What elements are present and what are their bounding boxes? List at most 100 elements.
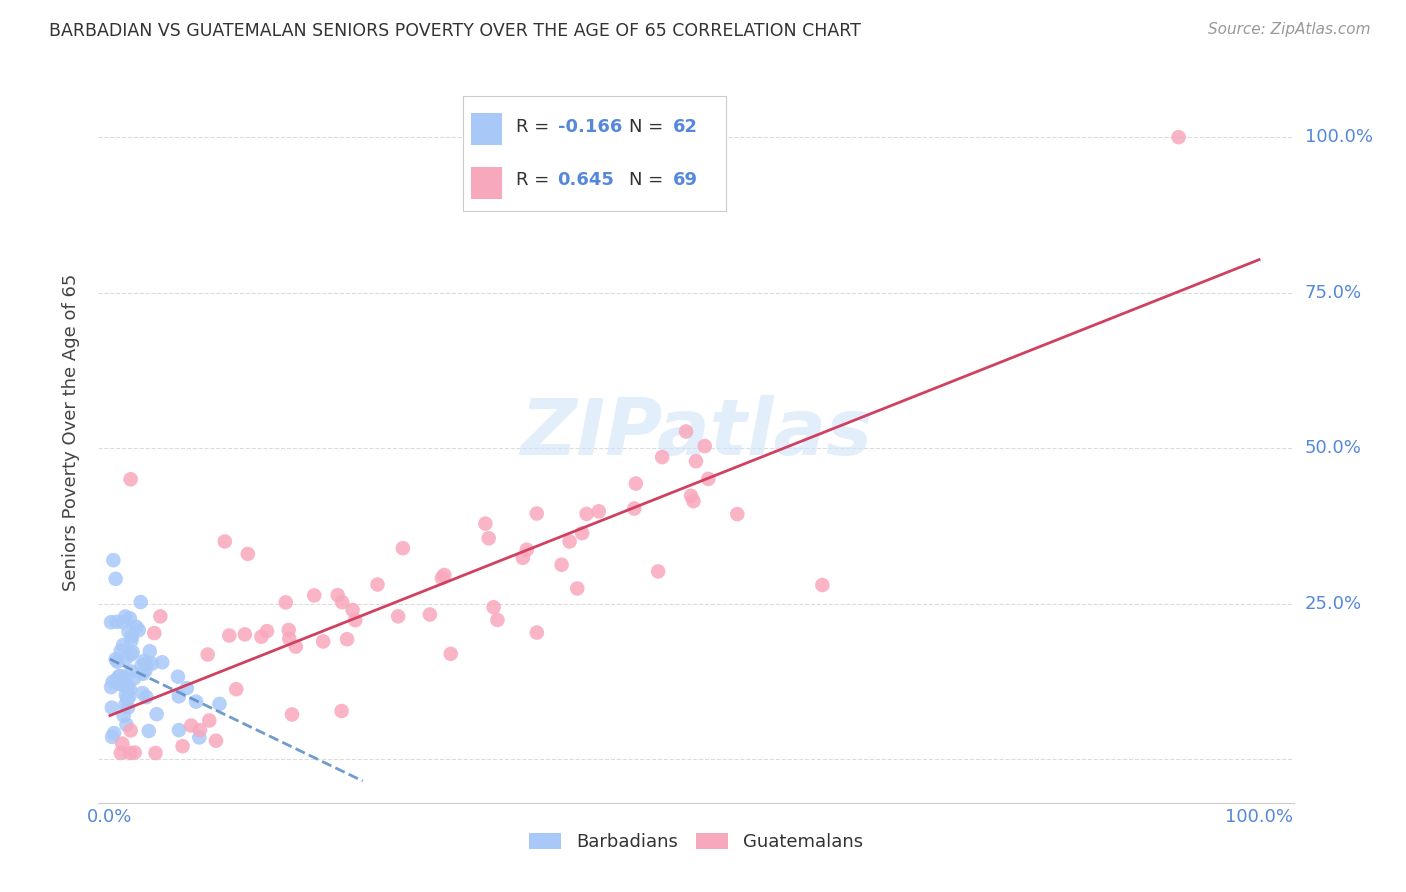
Point xyxy=(111,615,134,630)
Point xyxy=(128,623,150,637)
Point xyxy=(277,623,299,637)
Point xyxy=(278,632,301,646)
Point xyxy=(167,690,190,704)
Point xyxy=(110,746,132,760)
Point xyxy=(281,707,304,722)
Point xyxy=(197,648,219,662)
Point xyxy=(512,550,534,565)
Point xyxy=(103,726,125,740)
Point xyxy=(675,425,697,439)
Point xyxy=(120,633,142,648)
Point xyxy=(624,476,647,491)
Point xyxy=(117,700,139,714)
Point xyxy=(108,670,131,684)
Text: 25.0%: 25.0% xyxy=(1305,595,1362,613)
Point xyxy=(482,600,505,615)
Text: Source: ZipAtlas.com: Source: ZipAtlas.com xyxy=(1208,22,1371,37)
Point xyxy=(526,507,548,521)
Point xyxy=(115,717,138,731)
Point xyxy=(118,611,141,625)
Point xyxy=(184,695,207,709)
Point xyxy=(145,707,167,722)
Point xyxy=(208,697,231,711)
Point xyxy=(486,613,509,627)
Legend: Barbadians, Guatemalans: Barbadians, Guatemalans xyxy=(520,824,872,861)
Point xyxy=(100,615,122,630)
Point xyxy=(105,673,128,687)
Point xyxy=(651,450,673,464)
Point xyxy=(141,657,163,671)
Text: ZIPatlas: ZIPatlas xyxy=(520,394,872,471)
Point xyxy=(110,644,132,658)
Point xyxy=(112,638,135,652)
Point xyxy=(312,634,335,648)
Point xyxy=(433,568,456,582)
Point xyxy=(118,682,141,697)
Point xyxy=(125,620,148,634)
Point xyxy=(135,657,157,671)
Point xyxy=(131,658,153,673)
Point xyxy=(145,746,167,760)
Point xyxy=(124,671,146,685)
Point xyxy=(344,613,367,627)
Point xyxy=(120,648,142,662)
Point xyxy=(135,690,157,705)
Point xyxy=(120,746,142,760)
Point xyxy=(697,472,720,486)
Point xyxy=(342,603,364,617)
Point xyxy=(111,737,134,751)
Point xyxy=(121,629,143,643)
Point xyxy=(118,690,141,704)
Point xyxy=(693,439,716,453)
Point xyxy=(326,588,349,602)
Point xyxy=(336,632,359,647)
Point xyxy=(330,595,353,609)
Point xyxy=(811,578,834,592)
Point xyxy=(198,714,221,728)
Point xyxy=(274,595,297,609)
Point xyxy=(149,609,172,624)
Point xyxy=(105,615,128,629)
Point xyxy=(121,645,143,659)
Point xyxy=(114,609,136,624)
Point xyxy=(225,682,247,697)
Point xyxy=(250,630,273,644)
Point xyxy=(117,681,139,695)
Point xyxy=(366,577,388,591)
Point xyxy=(214,534,236,549)
Point xyxy=(114,698,136,712)
Point xyxy=(117,624,139,639)
Point xyxy=(115,688,138,702)
Point xyxy=(101,674,124,689)
Point xyxy=(302,589,325,603)
Point xyxy=(139,644,162,658)
Point xyxy=(330,704,353,718)
Point xyxy=(104,652,127,666)
Point xyxy=(558,534,581,549)
Point xyxy=(167,723,190,738)
Point xyxy=(132,666,155,681)
Point xyxy=(115,691,138,706)
Point xyxy=(101,700,124,714)
Point xyxy=(108,677,131,691)
Point xyxy=(526,625,548,640)
Point xyxy=(108,669,131,683)
Point xyxy=(682,494,704,508)
Point xyxy=(256,624,278,639)
Point xyxy=(233,627,256,641)
Point xyxy=(218,629,240,643)
Point xyxy=(588,504,610,518)
Point xyxy=(111,669,134,683)
Point xyxy=(474,516,496,531)
Point xyxy=(567,582,589,596)
Point xyxy=(100,680,122,694)
Point xyxy=(129,595,152,609)
Point xyxy=(419,607,441,622)
Point xyxy=(236,547,259,561)
Point xyxy=(167,670,190,684)
Text: 75.0%: 75.0% xyxy=(1305,284,1362,301)
Text: BARBADIAN VS GUATEMALAN SENIORS POVERTY OVER THE AGE OF 65 CORRELATION CHART: BARBADIAN VS GUATEMALAN SENIORS POVERTY … xyxy=(49,22,860,40)
Point xyxy=(430,571,453,585)
Point xyxy=(392,541,415,556)
Point xyxy=(124,746,146,760)
